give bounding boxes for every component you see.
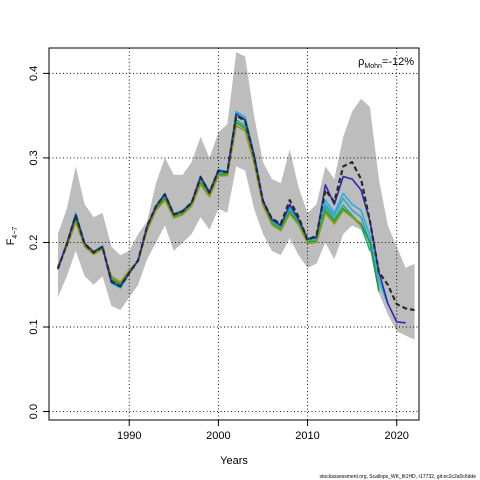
mohn-rho-annotation: ρMohn=-12% (358, 56, 414, 70)
y-tick-label-0: 0.0 (28, 404, 40, 419)
y-tick-label-3: 0.3 (28, 150, 40, 165)
x-tick-label-3: 2020 (384, 430, 408, 442)
grid-layer (49, 48, 419, 420)
mohn-rho-subscript: Mohn (364, 63, 382, 70)
x-tick-label-1: 2000 (206, 430, 230, 442)
mohn-rho-value: =-12% (382, 56, 414, 68)
mohn-rho-symbol: ρ (358, 56, 364, 68)
footer-source-label: stockassessment.org, Scallops_WK_fit1HD,… (320, 474, 477, 480)
x-axis-title: Years (220, 455, 248, 467)
y-axis-title-subscript: 4−7 (12, 227, 19, 239)
x-axis: 1990 2000 2010 2020 (117, 420, 409, 442)
series-line-3 (57, 121, 380, 292)
y-tick-label-4: 0.4 (28, 66, 40, 81)
plot-frame (48, 47, 420, 421)
confidence-band (57, 52, 415, 340)
y-tick-label-1: 0.1 (28, 319, 40, 334)
x-tick-label-0: 1990 (117, 430, 141, 442)
y-axis: 0.0 0.1 0.2 0.3 0.4 (28, 66, 49, 419)
y-tick-label-2: 0.2 (28, 235, 40, 250)
y-axis-title: F4−7 (5, 227, 19, 246)
confidence-band-layer (57, 52, 415, 340)
series-line-6 (56, 114, 415, 312)
series-layer (56, 110, 415, 324)
series-line-1 (57, 110, 389, 305)
y-axis-title-main: F (5, 238, 17, 245)
x-tick-label-2: 2010 (295, 430, 319, 442)
